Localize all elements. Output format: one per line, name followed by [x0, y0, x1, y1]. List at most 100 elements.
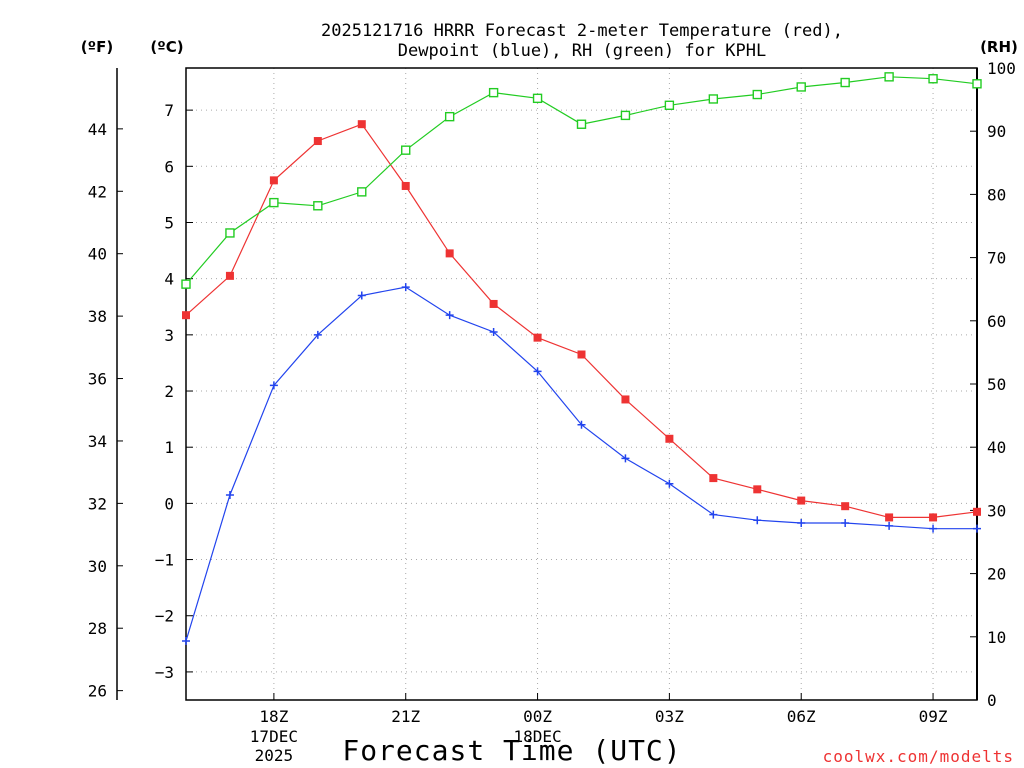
y-tick-label-rh: 30: [987, 501, 1006, 520]
y-tick-label-rh: 40: [987, 438, 1006, 457]
series-line-dewpoint: [185, 286, 977, 642]
rh-point: [972, 79, 982, 89]
rh-point: [752, 89, 762, 100]
y-tick-label-rh: 90: [987, 122, 1006, 141]
y-tick-label-c: 0: [164, 494, 174, 513]
temperature-point: [973, 507, 981, 516]
y-tick-label-rh: 20: [987, 565, 1006, 584]
temperature-point: [753, 485, 762, 494]
rh-point: [357, 187, 367, 197]
series-line-temperature: [185, 123, 978, 519]
y-tick-label-f: 34: [88, 432, 107, 451]
unit-rh-label: (RH): [980, 38, 1018, 56]
dewpoint-point: [313, 330, 322, 339]
temperature-point: [709, 474, 718, 483]
x-axis-label: Forecast Time (UTC): [342, 734, 681, 767]
dewpoint-point: [357, 291, 366, 300]
dewpoint-point: [533, 367, 542, 376]
series-dewpoint: [182, 283, 981, 646]
dewpoint-point: [797, 519, 806, 528]
y-tick-label-c: 4: [164, 270, 174, 289]
y-tick-label-f: 28: [88, 619, 107, 638]
chart-title-line2: Dewpoint (blue), RH (green) for KPHL: [398, 41, 766, 61]
y-tick-label-rh: 70: [987, 249, 1006, 268]
temperature-point: [445, 249, 454, 258]
temperature-point: [225, 271, 234, 280]
dewpoint-point: [753, 516, 762, 525]
temperature-point: [313, 137, 322, 146]
y-tick-label-c: −3: [155, 663, 174, 682]
y-tick-label-f: 30: [88, 557, 107, 576]
dewpoint-point: [489, 328, 498, 337]
y-tick-label-f: 44: [88, 120, 107, 139]
x-tick-label: 21Z: [391, 707, 420, 726]
dewpoint-point: [885, 521, 894, 530]
chart-title-line1: 2025121716 HRRR Forecast 2-meter Tempera…: [321, 21, 843, 41]
dewpoint-point: [929, 524, 938, 533]
x-tick-sublabel: 2025: [255, 746, 294, 765]
dewpoint-point: [182, 637, 190, 646]
axes: −3−2−10123456726283032343638404244010203…: [88, 59, 1016, 765]
dewpoint-point: [577, 420, 586, 429]
temperature-point: [929, 513, 938, 522]
rh-point: [664, 100, 675, 110]
dewpoint-point: [621, 454, 630, 463]
y-tick-label-rh: 100: [987, 59, 1016, 78]
y-tick-label-f: 36: [88, 370, 107, 389]
y-tick-label-c: 6: [164, 157, 174, 176]
y-tick-label-f: 42: [88, 182, 107, 201]
x-tick-label: 09Z: [919, 707, 948, 726]
rh-point: [576, 119, 587, 129]
temperature-point: [489, 299, 498, 308]
credit-text: coolwx.com/modelts: [823, 747, 1014, 766]
rh-point: [225, 228, 235, 238]
dewpoint-point: [269, 381, 278, 390]
temperature-point: [621, 395, 630, 404]
temperature-point: [182, 311, 190, 320]
temperature-point: [401, 181, 410, 190]
series-line-rh: [185, 76, 978, 285]
dewpoint-point: [709, 510, 718, 519]
dewpoint-point: [225, 490, 234, 499]
dewpoint-point: [973, 524, 981, 533]
unit-celsius-label: (ºC): [150, 38, 183, 56]
x-tick-label: 06Z: [787, 707, 816, 726]
x-tick-label: 03Z: [655, 707, 684, 726]
rh-point: [488, 87, 499, 98]
rh-point: [708, 94, 719, 104]
x-tick-label: 18Z: [259, 707, 288, 726]
temperature-point: [533, 333, 542, 342]
series-temperature: [182, 120, 981, 522]
y-tick-label-rh: 60: [987, 312, 1006, 331]
gridlines: [186, 68, 977, 700]
y-tick-label-f: 26: [88, 682, 107, 701]
rh-point: [796, 82, 806, 92]
x-tick-sublabel: 17DEC: [250, 727, 298, 746]
y-tick-label-rh: 10: [987, 628, 1006, 647]
unit-fahrenheit-label: (ºF): [81, 38, 113, 56]
series-layer: [181, 72, 982, 646]
temperature-point: [269, 176, 278, 185]
rh-point: [532, 93, 543, 104]
rh-point: [401, 145, 411, 155]
y-tick-label-rh: 80: [987, 185, 1006, 204]
y-tick-label-rh: 0: [987, 691, 997, 710]
rh-point: [840, 77, 850, 88]
rh-point: [884, 72, 894, 82]
rh-point: [620, 110, 631, 121]
y-tick-label-c: 1: [164, 438, 174, 457]
temperature-point: [577, 350, 586, 359]
dewpoint-point: [665, 479, 674, 488]
rh-point: [444, 111, 455, 122]
temperature-point: [665, 434, 674, 443]
y-tick-label-c: 7: [164, 101, 174, 120]
rh-point: [928, 74, 938, 84]
dewpoint-point: [445, 311, 454, 320]
dewpoint-point: [401, 283, 410, 292]
rh-point: [269, 197, 279, 208]
temperature-point: [357, 120, 366, 129]
y-tick-label-rh: 50: [987, 375, 1006, 394]
y-tick-label-f: 38: [88, 307, 107, 326]
y-tick-label-c: 5: [164, 213, 174, 232]
x-tick-label: 00Z: [523, 707, 552, 726]
